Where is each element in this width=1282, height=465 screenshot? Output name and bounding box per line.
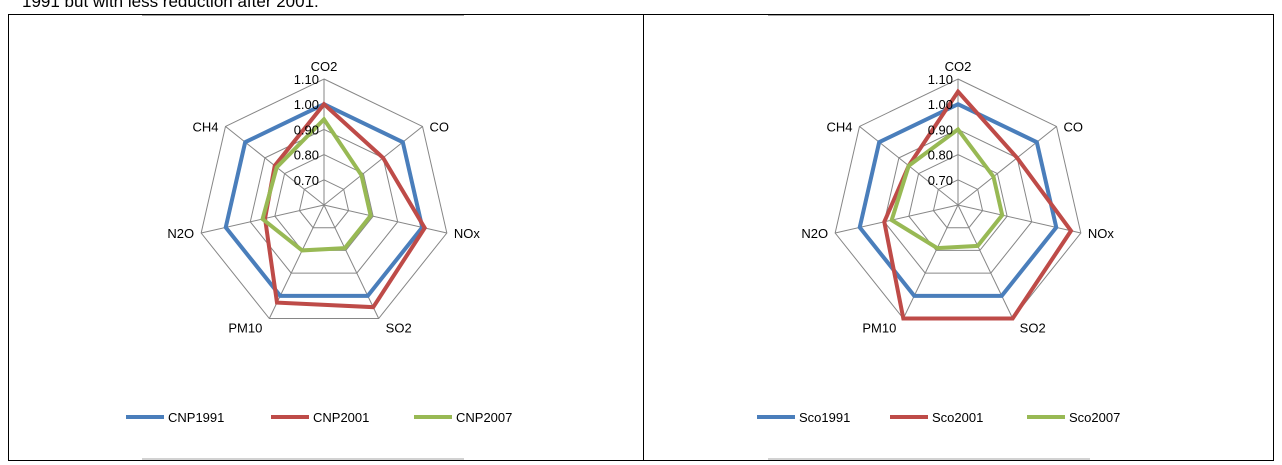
caption-fragment: 1991 but with less reduction after 2001. xyxy=(22,0,319,11)
chart-frame-right: 0.70 0.80 0.90 1.00 1.10 CO2 CO NOx SO2 PM10 N2O CH… xyxy=(643,14,1274,461)
chart-frame-left: 0.70 0.80 0.90 1.00 1.10 CO2 CO NOx SO2 PM10 N2O CH… xyxy=(8,14,644,461)
tick-label: 0.80 xyxy=(294,148,319,163)
spoke-co xyxy=(957,126,1057,206)
axis-label-co: CO xyxy=(1064,119,1084,134)
legend-item-sco1991: Sco1991 xyxy=(757,410,850,425)
legend-label: CNP1991 xyxy=(168,410,224,425)
axis-label-co: CO xyxy=(430,119,450,134)
legend-label: Sco2007 xyxy=(1069,410,1120,425)
tick-label: 0.90 xyxy=(294,122,319,137)
series-line-sco1991 xyxy=(857,101,1059,298)
legend-label: Sco1991 xyxy=(799,410,850,425)
grid-ring-1 xyxy=(908,154,1008,251)
axis-label-co2: CO2 xyxy=(311,59,338,74)
grid-ring-2 xyxy=(883,128,1033,274)
tick-label: 0.90 xyxy=(928,122,953,137)
series-line-cnp2007 xyxy=(260,116,373,253)
axis-label-pm10: PM10 xyxy=(862,321,896,336)
tick-label: 0.70 xyxy=(928,173,953,188)
grid-ring-0 xyxy=(298,179,350,229)
axis-label-co2: CO2 xyxy=(945,59,972,74)
legend-label: Sco2001 xyxy=(932,410,983,425)
axis-label-nox: NOx xyxy=(1088,226,1115,241)
spoke-so2 xyxy=(957,204,1014,319)
tick-label: 0.80 xyxy=(928,148,953,163)
axis-label-ch4: CH4 xyxy=(826,119,852,134)
legend-label: CNP2001 xyxy=(313,410,369,425)
axis-label-ch4: CH4 xyxy=(192,119,218,134)
legend-item-cnp2001: CNP2001 xyxy=(271,410,369,425)
tick-label: 1.00 xyxy=(928,97,953,112)
axis-label-n2o: N2O xyxy=(801,226,828,241)
axis-label-n2o: N2O xyxy=(167,226,194,241)
grid-ring-2 xyxy=(249,128,399,274)
legend-item-cnp2007: CNP2007 xyxy=(414,410,512,425)
legend-item-sco2007: Sco2007 xyxy=(1027,410,1120,425)
legend-item-sco2001: Sco2001 xyxy=(890,410,983,425)
tick-label: 0.70 xyxy=(294,173,319,188)
tick-label: 1.10 xyxy=(928,72,953,87)
tick-label: 1.10 xyxy=(294,72,319,87)
axis-label-so2: SO2 xyxy=(386,321,412,336)
spoke-so2 xyxy=(323,204,380,319)
axis-label-so2: SO2 xyxy=(1020,321,1046,336)
spoke-n2o xyxy=(835,204,959,234)
series-line-sco2007 xyxy=(889,126,1005,251)
axis-label-nox: NOx xyxy=(454,226,481,241)
grid-ring-4 xyxy=(200,78,448,320)
spoke-co xyxy=(323,126,423,206)
series-line-cnp1991 xyxy=(223,101,425,298)
legend-label: CNP2007 xyxy=(456,410,512,425)
spoke-pm10 xyxy=(902,204,959,319)
grid-ring-0 xyxy=(932,179,984,229)
legend-item-cnp1991: CNP1991 xyxy=(126,410,224,425)
tick-label: 1.00 xyxy=(294,97,319,112)
spoke-nox xyxy=(957,204,1081,234)
axis-label-pm10: PM10 xyxy=(228,321,262,336)
